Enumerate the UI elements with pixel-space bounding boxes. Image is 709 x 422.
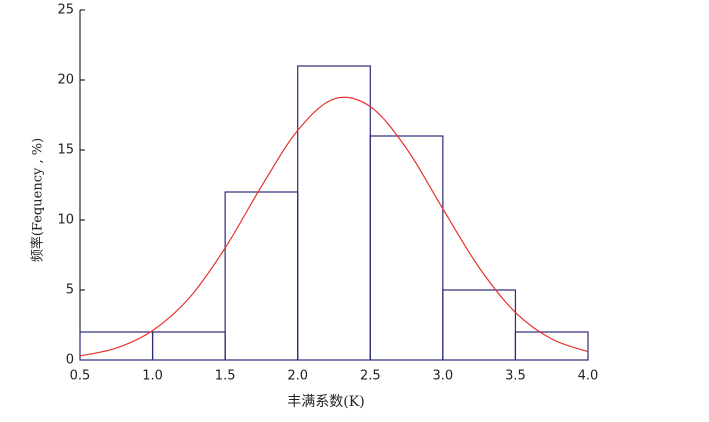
bar (151, 331, 226, 361)
y-tick-label: 25 (57, 3, 74, 18)
bar (224, 191, 299, 361)
y-axis-label: 频率(Fequency , %) (30, 138, 46, 262)
y-tick-label: 20 (57, 73, 74, 88)
x-tick-label: 4.0 (578, 369, 599, 384)
x-tick-label: 1.5 (215, 369, 236, 384)
y-tick-label: 15 (57, 143, 74, 158)
y-tick-label: 5 (66, 283, 74, 298)
bar (369, 135, 444, 361)
x-tick-label: 3.5 (505, 369, 526, 384)
bar (514, 331, 589, 361)
x-tick-label: 2.0 (287, 369, 308, 384)
fit-curve (79, 96, 589, 357)
y-tick-label: 10 (57, 213, 74, 228)
x-tick-label: 0.5 (70, 369, 91, 384)
y-tick-label: 0 (66, 353, 74, 368)
bar (297, 65, 371, 361)
bar (79, 331, 154, 361)
bar (442, 289, 517, 361)
x-tick-label: 3.0 (433, 369, 454, 384)
x-tick-label: 1.0 (142, 369, 163, 384)
x-axis-label: 丰满系数(K) (287, 394, 364, 410)
x-tick-label: 2.5 (360, 369, 381, 384)
